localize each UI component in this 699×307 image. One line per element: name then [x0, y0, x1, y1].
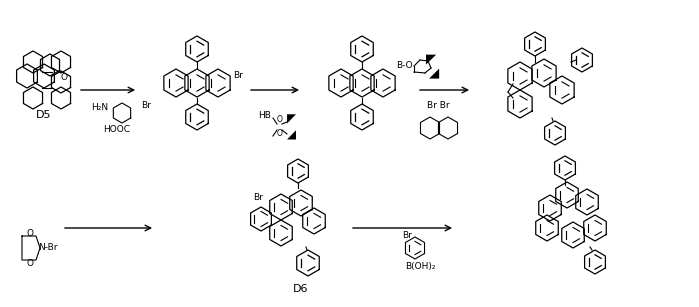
- Text: ◤: ◤: [287, 112, 296, 126]
- Text: D5: D5: [36, 110, 52, 120]
- Text: O: O: [277, 129, 283, 138]
- Text: Br: Br: [233, 71, 243, 80]
- Text: Br: Br: [402, 231, 412, 240]
- Text: O: O: [27, 258, 34, 267]
- Text: Br: Br: [141, 100, 151, 110]
- Text: Br: Br: [253, 193, 263, 203]
- Text: Br Br: Br Br: [426, 102, 449, 111]
- Text: HB: HB: [259, 111, 271, 119]
- Text: H₂N: H₂N: [91, 103, 108, 112]
- Text: O: O: [27, 228, 34, 238]
- Text: N-Br: N-Br: [38, 243, 57, 252]
- Text: O: O: [61, 72, 68, 81]
- Text: ◤: ◤: [426, 52, 436, 65]
- Text: ◢: ◢: [287, 129, 296, 142]
- Text: ◢: ◢: [429, 67, 439, 80]
- Text: B-O: B-O: [396, 60, 412, 69]
- Text: D6: D6: [294, 284, 309, 294]
- Text: O: O: [277, 115, 283, 125]
- Text: B(OH)₂: B(OH)₂: [405, 262, 435, 270]
- Text: HOOC: HOOC: [103, 126, 130, 134]
